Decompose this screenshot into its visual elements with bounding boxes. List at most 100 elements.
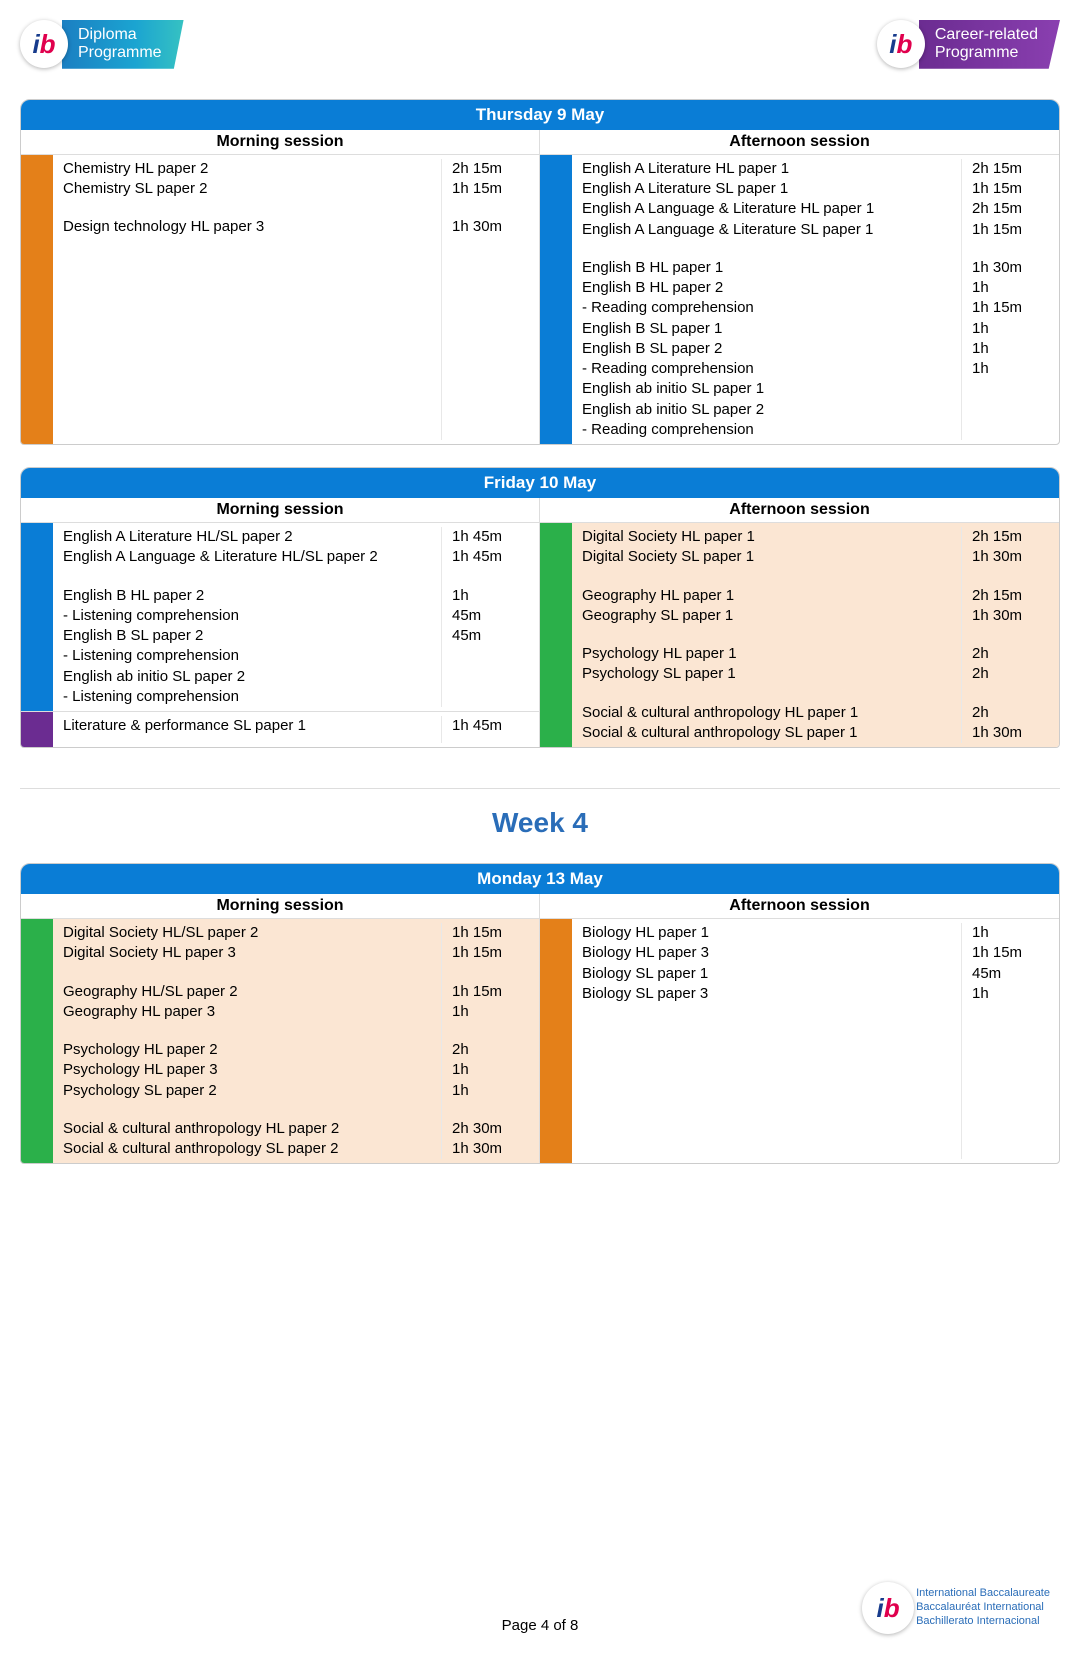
subject-group-color-bar [540,523,572,747]
exam-duration: 1h [972,339,1051,359]
exam-subject: Chemistry HL paper 2 [63,159,441,179]
exam-subject: Psychology HL paper 1 [582,644,961,664]
exam-duration: 1h 15m [452,943,531,963]
session-block: English A Literature HL/SL paper 2Englis… [21,523,539,711]
day-header: Thursday 9 May [21,100,1059,130]
exam-duration: 2h [972,703,1051,723]
exam-duration: 1h [972,319,1051,339]
exam-duration: 1h [452,1081,531,1101]
session-block: Literature & performance SL paper 11h 45… [21,711,539,747]
day-header: Friday 10 May [21,468,1059,498]
exam-subject: Geography HL paper 3 [63,1002,441,1022]
exam-subject: English A Language & Literature SL paper… [582,220,961,240]
exam-subject: Psychology SL paper 2 [63,1081,441,1101]
exam-subject: English B HL paper 1 [582,258,961,278]
exam-subject: Social & cultural anthropology SL paper … [63,1139,441,1159]
exam-subject: - Reading comprehension [582,359,961,379]
exam-duration: 2h 15m [972,527,1051,547]
morning-column: Chemistry HL paper 2Chemistry SL paper 2… [21,155,540,444]
exam-duration: 45m [452,626,531,646]
exam-subject: English A Language & Literature HL/SL pa… [63,547,441,567]
exam-subject: Geography HL/SL paper 2 [63,982,441,1002]
exam-subject: Psychology HL paper 3 [63,1060,441,1080]
subject-group-color-bar [540,919,572,1163]
ib-icon: ib [877,20,925,68]
exam-subject: English ab initio SL paper 2 [582,400,961,420]
block-body: Literature & performance SL paper 11h 45… [53,712,539,747]
exam-duration: 2h 30m [452,1119,531,1139]
day-header: Monday 13 May [21,864,1059,894]
ib-icon: ib [862,1582,914,1634]
exam-subject: English A Literature HL/SL paper 2 [63,527,441,547]
subject-group-color-bar [540,155,572,444]
exam-duration: 2h [452,1040,531,1060]
afternoon-session-header: Afternoon session [540,894,1059,918]
afternoon-column: Digital Society HL paper 1Digital Societ… [540,523,1059,747]
exam-duration: 1h [452,586,531,606]
exam-subject: Design technology HL paper 3 [63,217,441,237]
block-body: Digital Society HL/SL paper 2Digital Soc… [53,919,539,1163]
exam-duration: 1h 45m [452,547,531,567]
exam-subject: Digital Society HL paper 3 [63,943,441,963]
exam-duration: 1h 15m [972,220,1051,240]
exam-duration: 1h [972,278,1051,298]
exam-subject: English B SL paper 2 [63,626,441,646]
header-logos: ib Diploma Programme ib Career-related P… [20,20,1060,69]
afternoon-column: English A Literature HL paper 1English A… [540,155,1059,444]
session-block: Chemistry HL paper 2Chemistry SL paper 2… [21,155,539,444]
afternoon-session-header: Afternoon session [540,498,1059,522]
afternoon-column: Biology HL paper 1Biology HL paper 3Biol… [540,919,1059,1163]
session-block: Digital Society HL/SL paper 2Digital Soc… [21,919,539,1163]
day-table: Thursday 9 MayMorning sessionAfternoon s… [20,99,1060,445]
afternoon-session-header: Afternoon session [540,130,1059,154]
exam-subject: - Reading comprehension [582,298,961,318]
exam-duration: 1h 30m [452,1139,531,1159]
session-headers: Morning sessionAfternoon session [21,130,1059,155]
exam-subject: English A Literature SL paper 1 [582,179,961,199]
exam-subject: - Listening comprehension [63,687,441,707]
exam-subject: Digital Society HL paper 1 [582,527,961,547]
session-headers: Morning sessionAfternoon session [21,498,1059,523]
session-headers: Morning sessionAfternoon session [21,894,1059,919]
exam-duration: 1h 15m [972,179,1051,199]
exam-subject: English B HL paper 2 [63,586,441,606]
exam-duration: 1h 15m [452,923,531,943]
exam-subject: Biology HL paper 3 [582,943,961,963]
exam-subject: Digital Society SL paper 1 [582,547,961,567]
exam-duration: 1h [972,923,1051,943]
exam-subject: English A Language & Literature HL paper… [582,199,961,219]
exam-subject: Chemistry SL paper 2 [63,179,441,199]
exam-subject: Social & cultural anthropology HL paper … [582,703,961,723]
exam-subject: Biology SL paper 1 [582,964,961,984]
subject-group-color-bar [21,523,53,711]
week-heading: Week 4 [20,807,1060,839]
exam-duration: 1h [972,984,1051,1004]
exam-duration: 1h 15m [972,943,1051,963]
exam-duration: 1h 15m [452,982,531,1002]
exam-subject: - Listening comprehension [63,606,441,626]
exam-subject: English A Literature HL paper 1 [582,159,961,179]
exam-duration: 45m [452,606,531,626]
exam-subject: Geography HL paper 1 [582,586,961,606]
session-block: Digital Society HL paper 1Digital Societ… [540,523,1059,747]
exam-subject: English B SL paper 1 [582,319,961,339]
exam-duration: 1h [972,359,1051,379]
sessions-row: English A Literature HL/SL paper 2Englis… [21,523,1059,747]
exam-duration: 1h [452,1002,531,1022]
exam-subject: Social & cultural anthropology HL paper … [63,1119,441,1139]
separator [20,788,1060,789]
exam-duration: 1h 45m [452,527,531,547]
page-footer: Page 4 of 8 ib International Baccalaurea… [0,1617,1080,1634]
logo-cp: ib Career-related Programme [877,20,1060,69]
footer-logo: ib International Baccalaureate Baccalaur… [862,1582,1050,1634]
page-number: Page 4 of 8 [502,1617,579,1634]
schedule-container: Thursday 9 MayMorning sessionAfternoon s… [20,99,1060,1165]
exam-subject: Social & cultural anthropology SL paper … [582,723,961,743]
sessions-row: Digital Society HL/SL paper 2Digital Soc… [21,919,1059,1163]
block-body: Digital Society HL paper 1Digital Societ… [572,523,1059,747]
morning-session-header: Morning session [21,498,540,522]
morning-column: Digital Society HL/SL paper 2Digital Soc… [21,919,540,1163]
morning-session-header: Morning session [21,894,540,918]
day-table: Friday 10 MayMorning sessionAfternoon se… [20,467,1060,748]
exam-duration: 2h 15m [452,159,531,179]
